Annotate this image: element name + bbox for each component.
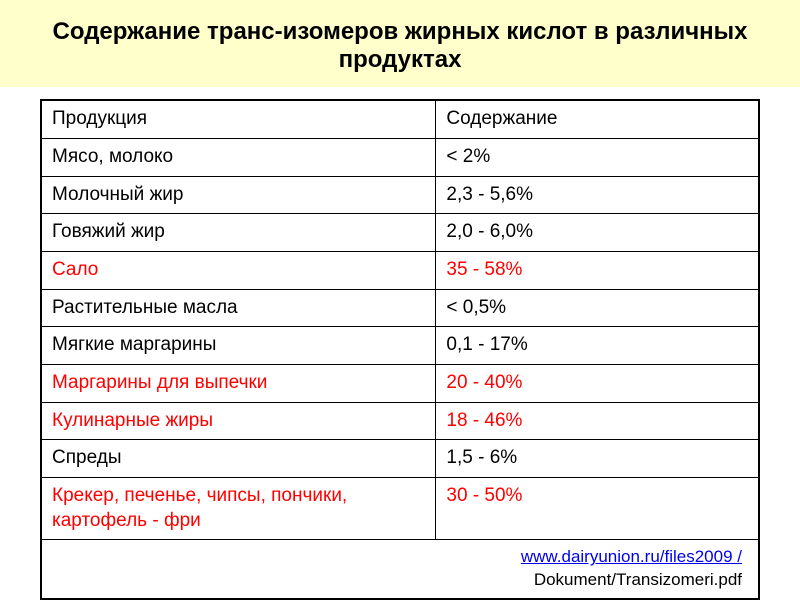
- table-row: Мясо, молоко < 2%: [41, 138, 759, 176]
- cell-content: < 2%: [436, 138, 759, 176]
- source-path: Dokument/Transizomeri.pdf: [534, 570, 742, 589]
- cell-content: 2,3 - 5,6%: [436, 176, 759, 214]
- cell-content: 20 - 40%: [436, 365, 759, 403]
- cell-product: Растительные масла: [41, 289, 436, 327]
- cell-content: 1,5 - 6%: [436, 440, 759, 478]
- table-row: Говяжий жир 2,0 - 6,0%: [41, 214, 759, 252]
- cell-product: Сало: [41, 251, 436, 289]
- table-row: Мягкие маргарины 0,1 - 17%: [41, 327, 759, 365]
- title-bar: Содержание транс-изомеров жирных кислот …: [0, 0, 800, 87]
- cell-content: < 0,5%: [436, 289, 759, 327]
- cell-product: Маргарины для выпечки: [41, 365, 436, 403]
- cell-content: 35 - 58%: [436, 251, 759, 289]
- page-title: Содержание транс-изомеров жирных кислот …: [30, 18, 770, 73]
- cell-product: Молочный жир: [41, 176, 436, 214]
- cell-content: 18 - 46%: [436, 402, 759, 440]
- table-row: Кулинарные жиры 18 - 46%: [41, 402, 759, 440]
- table-row: Крекер, печенье, чипсы, пончики, картофе…: [41, 478, 759, 540]
- content-area: Продукция Содержание Мясо, молоко < 2% М…: [0, 87, 800, 600]
- cell-product: Мягкие маргарины: [41, 327, 436, 365]
- cell-content: 2,0 - 6,0%: [436, 214, 759, 252]
- column-header-product: Продукция: [41, 100, 436, 138]
- table-header-row: Продукция Содержание: [41, 100, 759, 138]
- table-row: Растительные масла < 0,5%: [41, 289, 759, 327]
- cell-product: Говяжий жир: [41, 214, 436, 252]
- cell-product: Крекер, печенье, чипсы, пончики, картофе…: [41, 478, 436, 540]
- table-row: Сало 35 - 58%: [41, 251, 759, 289]
- source-link[interactable]: www.dairyunion.ru/files2009 /: [521, 547, 742, 566]
- cell-content: 30 - 50%: [436, 478, 759, 540]
- cell-product: Мясо, молоко: [41, 138, 436, 176]
- table-row: Молочный жир 2,3 - 5,6%: [41, 176, 759, 214]
- source-cell: www.dairyunion.ru/files2009 / Dokument/T…: [41, 540, 759, 599]
- cell-product: Кулинарные жиры: [41, 402, 436, 440]
- table-row: Спреды 1,5 - 6%: [41, 440, 759, 478]
- source-row: www.dairyunion.ru/files2009 / Dokument/T…: [41, 540, 759, 599]
- trans-isomer-table: Продукция Содержание Мясо, молоко < 2% М…: [40, 99, 760, 600]
- cell-product: Спреды: [41, 440, 436, 478]
- column-header-content: Содержание: [436, 100, 759, 138]
- table-row: Маргарины для выпечки 20 - 40%: [41, 365, 759, 403]
- cell-content: 0,1 - 17%: [436, 327, 759, 365]
